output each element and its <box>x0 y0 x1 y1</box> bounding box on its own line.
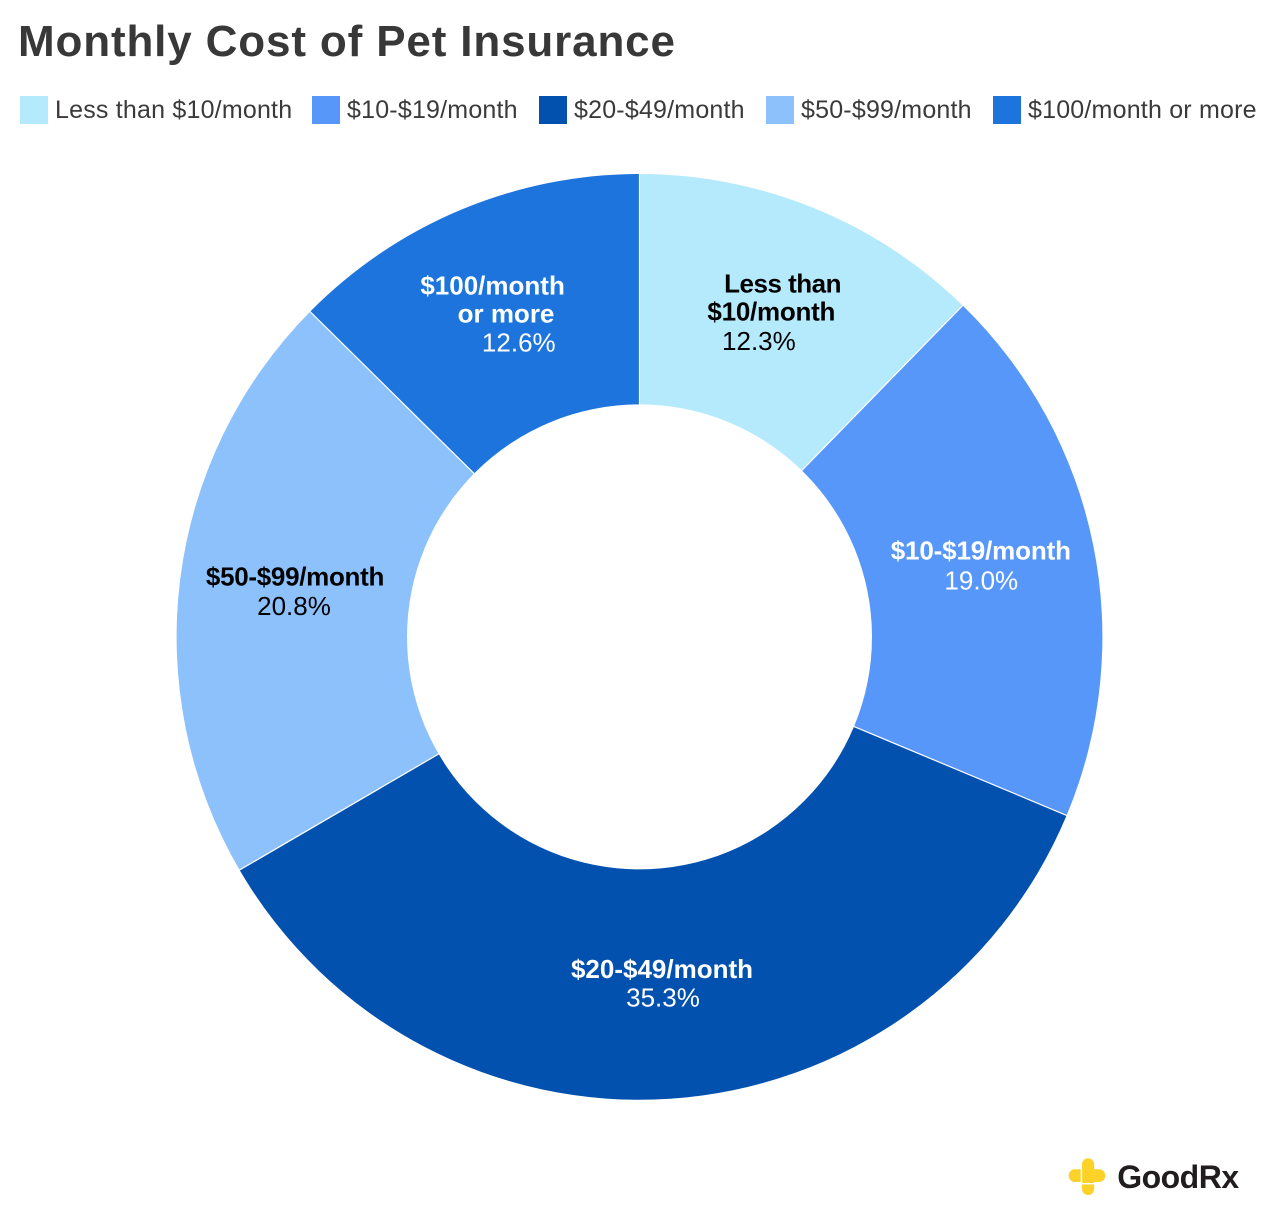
svg-text:GoodRx: GoodRx <box>1117 1159 1239 1195</box>
svg-text:19.0%: 19.0% <box>944 566 1018 596</box>
svg-text:20.8%: 20.8% <box>257 591 331 621</box>
svg-text:$20-$49/month: $20-$49/month <box>571 954 753 984</box>
svg-text:$100/month: $100/month <box>420 271 565 301</box>
svg-text:35.3%: 35.3% <box>626 983 700 1013</box>
svg-text:or more: or more <box>458 298 555 328</box>
svg-text:12.6%: 12.6% <box>482 327 556 357</box>
svg-text:12.3%: 12.3% <box>722 326 796 356</box>
svg-text:$10/month: $10/month <box>707 297 835 327</box>
svg-text:$10-$19/month: $10-$19/month <box>891 536 1071 566</box>
svg-text:Less than: Less than <box>724 269 841 299</box>
svg-text:$50-$99/month: $50-$99/month <box>206 561 384 591</box>
